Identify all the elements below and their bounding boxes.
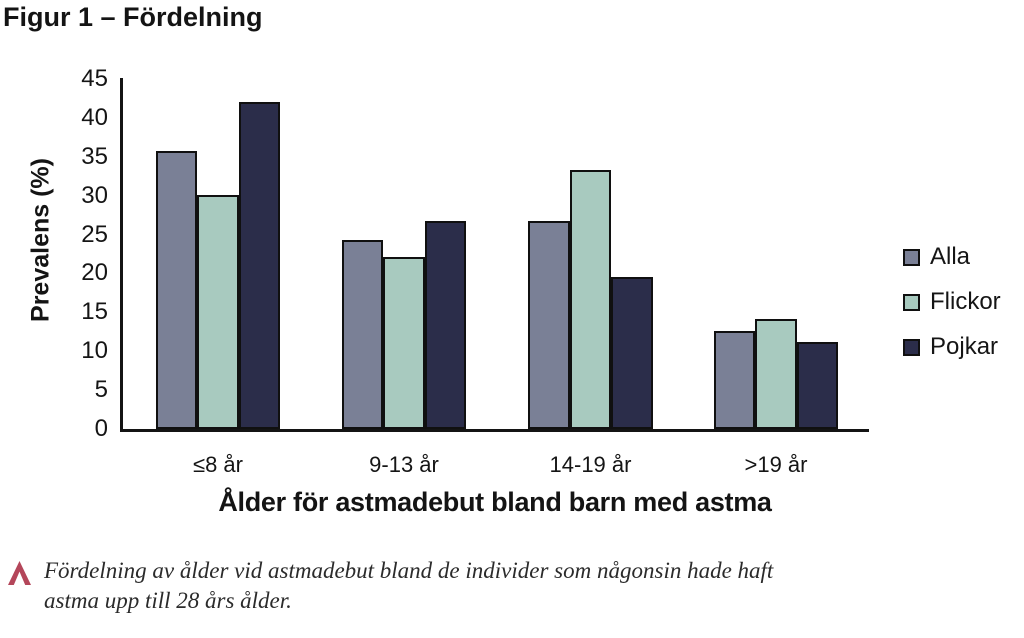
bar-flickor-group4 xyxy=(755,319,797,429)
x-tick-label-group1: ≤8 år xyxy=(193,452,243,477)
bar-pojkar-group2 xyxy=(424,221,467,429)
bar-pojkar-group4 xyxy=(796,341,839,429)
y-tick-label-0: 0 xyxy=(94,415,108,442)
x-tick-label-group2: 9-13 år xyxy=(369,452,439,477)
legend-swatch-flickor xyxy=(903,293,920,311)
y-tick-label-35: 35 xyxy=(81,142,108,170)
bar-pojkar-group1 xyxy=(238,102,281,429)
bar-alla-group3 xyxy=(528,221,570,429)
bar-flickor-group2 xyxy=(383,257,425,429)
caption-line-1: Fördelning av ålder vid astmadebut bland… xyxy=(44,558,774,583)
bar-alla-group4 xyxy=(713,331,756,429)
x-axis-title: Ålder för astmadebut bland barn med astm… xyxy=(218,487,772,517)
caption-line-2: astma upp till 28 års ålder. xyxy=(44,588,292,613)
y-tick-label-20: 20 xyxy=(81,259,108,287)
caption-text: Fördelning av ålder vid astmadebut bland… xyxy=(44,556,773,616)
y-tick-label-25: 25 xyxy=(81,220,108,248)
x-tick-label-group3: 14-19 år xyxy=(549,452,632,477)
y-tick-label-15: 15 xyxy=(81,298,108,326)
figure-title: Figur 1 – Fördelning xyxy=(3,2,263,32)
bar-flickor-group3 xyxy=(569,170,612,429)
chart-legend: Alla Flickor Pojkar xyxy=(903,243,1024,393)
legend-item-flickor: Flickor xyxy=(903,288,1001,316)
x-tick-label-group4: >19 år xyxy=(744,452,808,477)
y-tick-label-30: 30 xyxy=(81,181,108,209)
figure-caption: Fördelning av ålder vid astmadebut bland… xyxy=(8,556,773,616)
legend-item-alla: Alla xyxy=(903,243,970,271)
legend-item-pojkar: Pojkar xyxy=(903,333,998,361)
bar-alla-group1 xyxy=(155,150,198,429)
bar-alla-group2 xyxy=(341,240,384,429)
legend-label-flickor: Flickor xyxy=(930,288,1001,315)
legend-swatch-pojkar xyxy=(903,338,920,356)
caret-up-icon xyxy=(8,561,31,585)
y-tick-label-40: 40 xyxy=(81,103,108,131)
x-axis-line xyxy=(120,429,869,432)
y-axis-line xyxy=(120,78,123,431)
bar-flickor-group1 xyxy=(197,194,239,429)
legend-label-alla: Alla xyxy=(930,243,971,270)
bar-pojkar-group3 xyxy=(611,276,653,429)
y-tick-label-5: 5 xyxy=(94,376,108,404)
y-tick-label-45: 45 xyxy=(81,65,108,92)
legend-label-pojkar: Pojkar xyxy=(930,333,999,360)
legend-swatch-alla xyxy=(903,248,920,266)
y-tick-label-10: 10 xyxy=(81,337,108,365)
